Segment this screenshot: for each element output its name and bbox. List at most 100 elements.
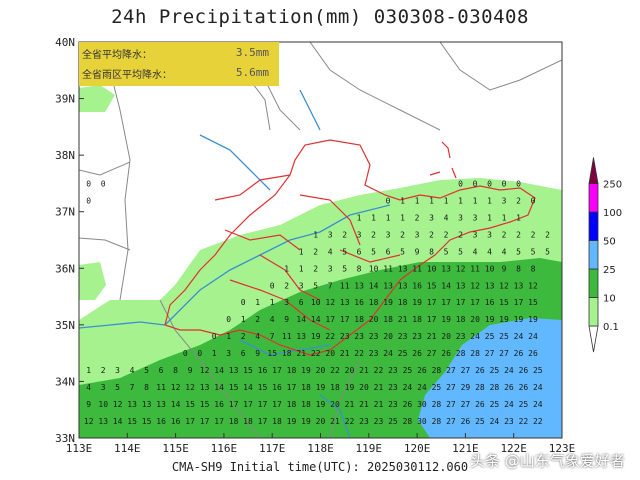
grid-value: 1 [400, 213, 405, 222]
legend-swatch [588, 268, 599, 298]
grid-value: 2 [342, 230, 347, 239]
grid-value: 11 [282, 332, 292, 341]
grid-value: 1 [415, 196, 420, 205]
grid-value: 6 [159, 366, 164, 375]
grid-value: 19 [287, 417, 297, 426]
grid-value: 21 [330, 417, 340, 426]
legend-label: 250 [603, 180, 622, 191]
grid-value: 15 [499, 298, 509, 307]
grid-value: 10 [98, 400, 108, 409]
info-value-province-avg: 3.5mm [235, 46, 269, 59]
grid-value: 22 [311, 349, 321, 358]
legend-label: 100 [603, 208, 622, 219]
grid-value: 3 [226, 349, 231, 358]
grid-value: 1 [386, 213, 391, 222]
grid-value: 12 [325, 298, 335, 307]
grid-value: 2 [516, 196, 521, 205]
grid-value: 1 [86, 366, 91, 375]
grid-value: 5 [516, 247, 521, 256]
grid-value: 1 [444, 196, 449, 205]
grid-value: 1 [226, 332, 231, 341]
grid-value: 15 [127, 417, 137, 426]
grid-value: 2 [531, 230, 536, 239]
grid-value: 1 [400, 196, 405, 205]
grid-value: 13 [229, 366, 239, 375]
grid-value: 17 [441, 298, 451, 307]
grid-value: 19 [528, 315, 538, 324]
color-legend: 0.1 10 25 50 100 250 [588, 157, 622, 353]
grid-value: 1 [270, 298, 275, 307]
grid-value: 0 [86, 196, 91, 205]
grid-value: 15 [243, 366, 253, 375]
grid-value: 12 [84, 417, 94, 426]
grid-value: 25 [432, 383, 442, 392]
info-value-rain-area-avg: 5.6mm [235, 66, 269, 79]
grid-value: 22 [533, 417, 543, 426]
grid-value: 17 [427, 298, 437, 307]
grid-value: 1 [284, 264, 289, 273]
grid-value: 19 [301, 366, 311, 375]
grid-value: 23 [359, 417, 369, 426]
grid-value: 15 [427, 281, 437, 290]
grid-value: 25 [398, 349, 408, 358]
grid-value: 24 [470, 332, 480, 341]
grid-value: 18 [301, 383, 311, 392]
grid-value: 2 [444, 230, 449, 239]
grid-value: 21 [359, 400, 369, 409]
lon-tick-label: 120E [404, 442, 431, 455]
grid-value: 13 [142, 400, 152, 409]
grid-value: 12 [456, 264, 466, 273]
grid-value: 3 [357, 230, 362, 239]
grid-value: 11 [340, 281, 350, 290]
grid-value: 18 [272, 417, 282, 426]
grid-value: 22 [354, 349, 364, 358]
map-title: 24h Precipitation(mm) 030308-030408 [111, 6, 529, 28]
grid-value: 4 [473, 247, 478, 256]
grid-value: 16 [258, 366, 268, 375]
grid-value: 19 [383, 298, 393, 307]
grid-value: 20 [359, 383, 369, 392]
grid-value: 2 [255, 315, 260, 324]
grid-value: 26 [519, 366, 529, 375]
grid-value: 3 [473, 213, 478, 222]
grid-value: 25 [519, 400, 529, 409]
grid-value: 3 [115, 366, 120, 375]
grid-value: 14 [243, 383, 253, 392]
legend-swatch [588, 297, 599, 327]
grid-value: 21 [374, 383, 384, 392]
grid-value: 9 [188, 366, 193, 375]
grid-value: 13 [200, 383, 210, 392]
grid-value: 13 [354, 281, 364, 290]
grid-value: 23 [412, 332, 422, 341]
grid-value: 17 [243, 400, 253, 409]
grid-value: 9 [86, 400, 91, 409]
grid-value: 26 [519, 383, 529, 392]
grid-value: 26 [412, 349, 422, 358]
grid-value: 3 [415, 230, 420, 239]
grid-value: 15 [229, 383, 239, 392]
grid-value: 23 [456, 332, 466, 341]
grid-value: 23 [398, 332, 408, 341]
grid-value: 27 [461, 400, 471, 409]
grid-value: 0 [502, 179, 507, 188]
grid-value: 5 [531, 247, 536, 256]
band-heavy [418, 318, 562, 438]
grid-value: 3 [458, 213, 463, 222]
grid-value: 25 [475, 417, 485, 426]
grid-value: 20 [330, 400, 340, 409]
grid-value: 1 [473, 196, 478, 205]
grid-value: 4 [502, 247, 507, 256]
grid-value: 24 [533, 400, 543, 409]
grid-value: 23 [504, 417, 514, 426]
grid-value: 0 [386, 196, 391, 205]
grid-value: 15 [528, 298, 538, 307]
grid-value: 26 [514, 349, 524, 358]
grid-value: 18 [412, 315, 422, 324]
lon-tick-label: 116E [211, 442, 238, 455]
grid-value: 23 [388, 366, 398, 375]
grid-value: 13 [514, 281, 524, 290]
grid-value: 1 [458, 196, 463, 205]
grid-value: 2 [371, 230, 376, 239]
grid-value: 27 [446, 366, 456, 375]
grid-value: 16 [412, 281, 422, 290]
